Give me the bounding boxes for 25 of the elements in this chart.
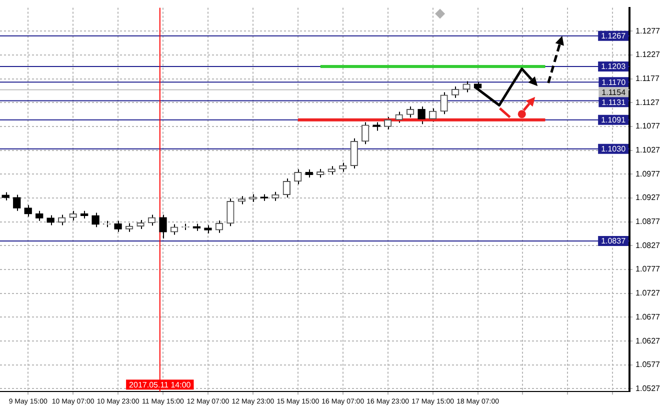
ref-line-label: 1.1267 bbox=[601, 32, 626, 41]
y-tick-label: 1.1027 bbox=[636, 146, 661, 155]
y-tick-label: 1.0527 bbox=[636, 384, 661, 393]
y-tick-label: 1.1127 bbox=[636, 98, 660, 107]
ref-line-label: 1.1170 bbox=[602, 78, 626, 87]
y-tick-label: 1.1077 bbox=[636, 122, 661, 131]
y-tick-label: 1.1277 bbox=[636, 26, 661, 36]
y-tick-label: 1.1177 bbox=[636, 74, 660, 84]
y-tick-label: 1.0927 bbox=[636, 193, 661, 202]
y-tick-label: 1.0877 bbox=[636, 217, 661, 226]
ref-line-label: 1.1131 bbox=[602, 98, 626, 107]
ref-line-label: 1.1030 bbox=[601, 144, 626, 154]
ref-line-label: 1.0837 bbox=[601, 236, 626, 246]
y-tick-label: 1.0627 bbox=[636, 336, 661, 346]
annotation: 2017.05.11 14:00 bbox=[129, 380, 192, 390]
y-tick-label: 1.0827 bbox=[636, 240, 661, 250]
y-tick-label: 1.0777 bbox=[636, 264, 661, 274]
y-tick-label: 1.0677 bbox=[636, 312, 661, 322]
y-tick-label: 1.1227 bbox=[636, 50, 661, 60]
ref-line-label: 1.1091 bbox=[601, 116, 626, 125]
y-tick-label: 1.0977 bbox=[636, 169, 661, 178]
y-tick-label: 1.0727 bbox=[636, 288, 661, 298]
y-tick-label: 1.0577 bbox=[636, 360, 661, 370]
ref-line-label: 1.1154 bbox=[602, 88, 626, 97]
ref-line-label: 1.1203 bbox=[601, 62, 626, 72]
